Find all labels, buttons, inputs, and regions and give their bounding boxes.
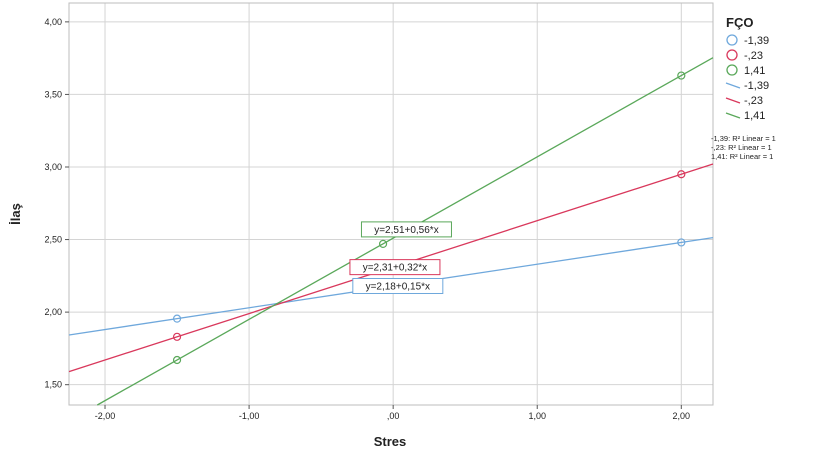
x-tick-label: -1,00 bbox=[239, 411, 260, 421]
x-tick-label: 1,00 bbox=[528, 411, 546, 421]
y-tick-label: 3,00 bbox=[44, 162, 62, 172]
legend-label: -1,39 bbox=[744, 35, 769, 47]
legend-marker bbox=[726, 64, 738, 76]
y-axis-title: İlaş bbox=[8, 203, 23, 225]
equation-box bbox=[360, 221, 452, 238]
legend-label: -,23 bbox=[744, 95, 763, 107]
data-point bbox=[172, 355, 182, 365]
r2-note: -,23: R² Linear = 1 bbox=[711, 143, 772, 152]
equation-label-2: y=2,51+0,56*x bbox=[360, 221, 452, 238]
equation-text: y=2,31+0,32*x bbox=[363, 263, 428, 274]
r2-note: 1,41: R² Linear = 1 bbox=[711, 152, 773, 161]
legend-label: 1,41 bbox=[744, 110, 765, 122]
data-point bbox=[677, 238, 686, 247]
equation-box bbox=[349, 259, 441, 276]
y-tick-label: 4,00 bbox=[44, 17, 62, 27]
data-point bbox=[677, 71, 686, 80]
legend-label: -,23 bbox=[744, 50, 763, 62]
x-axis-ticks: -2,00 -1,00 ,00 1,00 2,00 bbox=[95, 405, 690, 421]
legend-line bbox=[725, 82, 741, 89]
legend-marker bbox=[726, 49, 738, 61]
x-axis-title: Stres bbox=[374, 434, 407, 449]
data-point bbox=[172, 314, 182, 323]
r2-note: -1,39: R² Linear = 1 bbox=[711, 134, 776, 143]
equation-label-0: y=2,18+0,15*x bbox=[352, 277, 444, 294]
y-tick-label: 3,50 bbox=[44, 89, 62, 99]
y-tick-label: 2,00 bbox=[44, 307, 62, 317]
legend-marker bbox=[726, 34, 738, 46]
legend: FÇO -1,39 -,23 1,41 -1,39 -,23 1,41 -1,39: R² … bbox=[711, 15, 776, 161]
equation-text: y=2,18+0,15*x bbox=[366, 281, 431, 292]
equation-text: y=2,51+0,56*x bbox=[374, 225, 439, 236]
grid-lines bbox=[69, 3, 713, 405]
legend-label: 1,41 bbox=[744, 65, 765, 77]
y-tick-label: 2,50 bbox=[44, 235, 62, 245]
y-axis-ticks: 1,50 2,00 2,50 3,00 3,50 4,00 bbox=[44, 17, 69, 390]
legend-label: -1,39 bbox=[744, 80, 769, 92]
data-point bbox=[378, 239, 388, 249]
x-tick-label: ,00 bbox=[387, 411, 400, 421]
x-tick-label: -2,00 bbox=[95, 411, 116, 421]
x-tick-label: 2,00 bbox=[673, 411, 691, 421]
data-point bbox=[677, 170, 686, 179]
legend-line bbox=[725, 97, 741, 104]
plot-frame bbox=[68, 2, 714, 406]
data-point bbox=[172, 332, 182, 341]
y-tick-label: 1,50 bbox=[44, 380, 62, 390]
legend-title: FÇO bbox=[726, 15, 753, 30]
data-points bbox=[172, 71, 686, 365]
equation-label-1: y=2,31+0,32*x bbox=[349, 259, 441, 276]
equation-box bbox=[352, 277, 444, 294]
legend-line bbox=[725, 112, 741, 119]
equation-labels: y=2,18+0,15*x y=2,31+0,32*x y=2,51+0,56*x bbox=[349, 221, 452, 294]
